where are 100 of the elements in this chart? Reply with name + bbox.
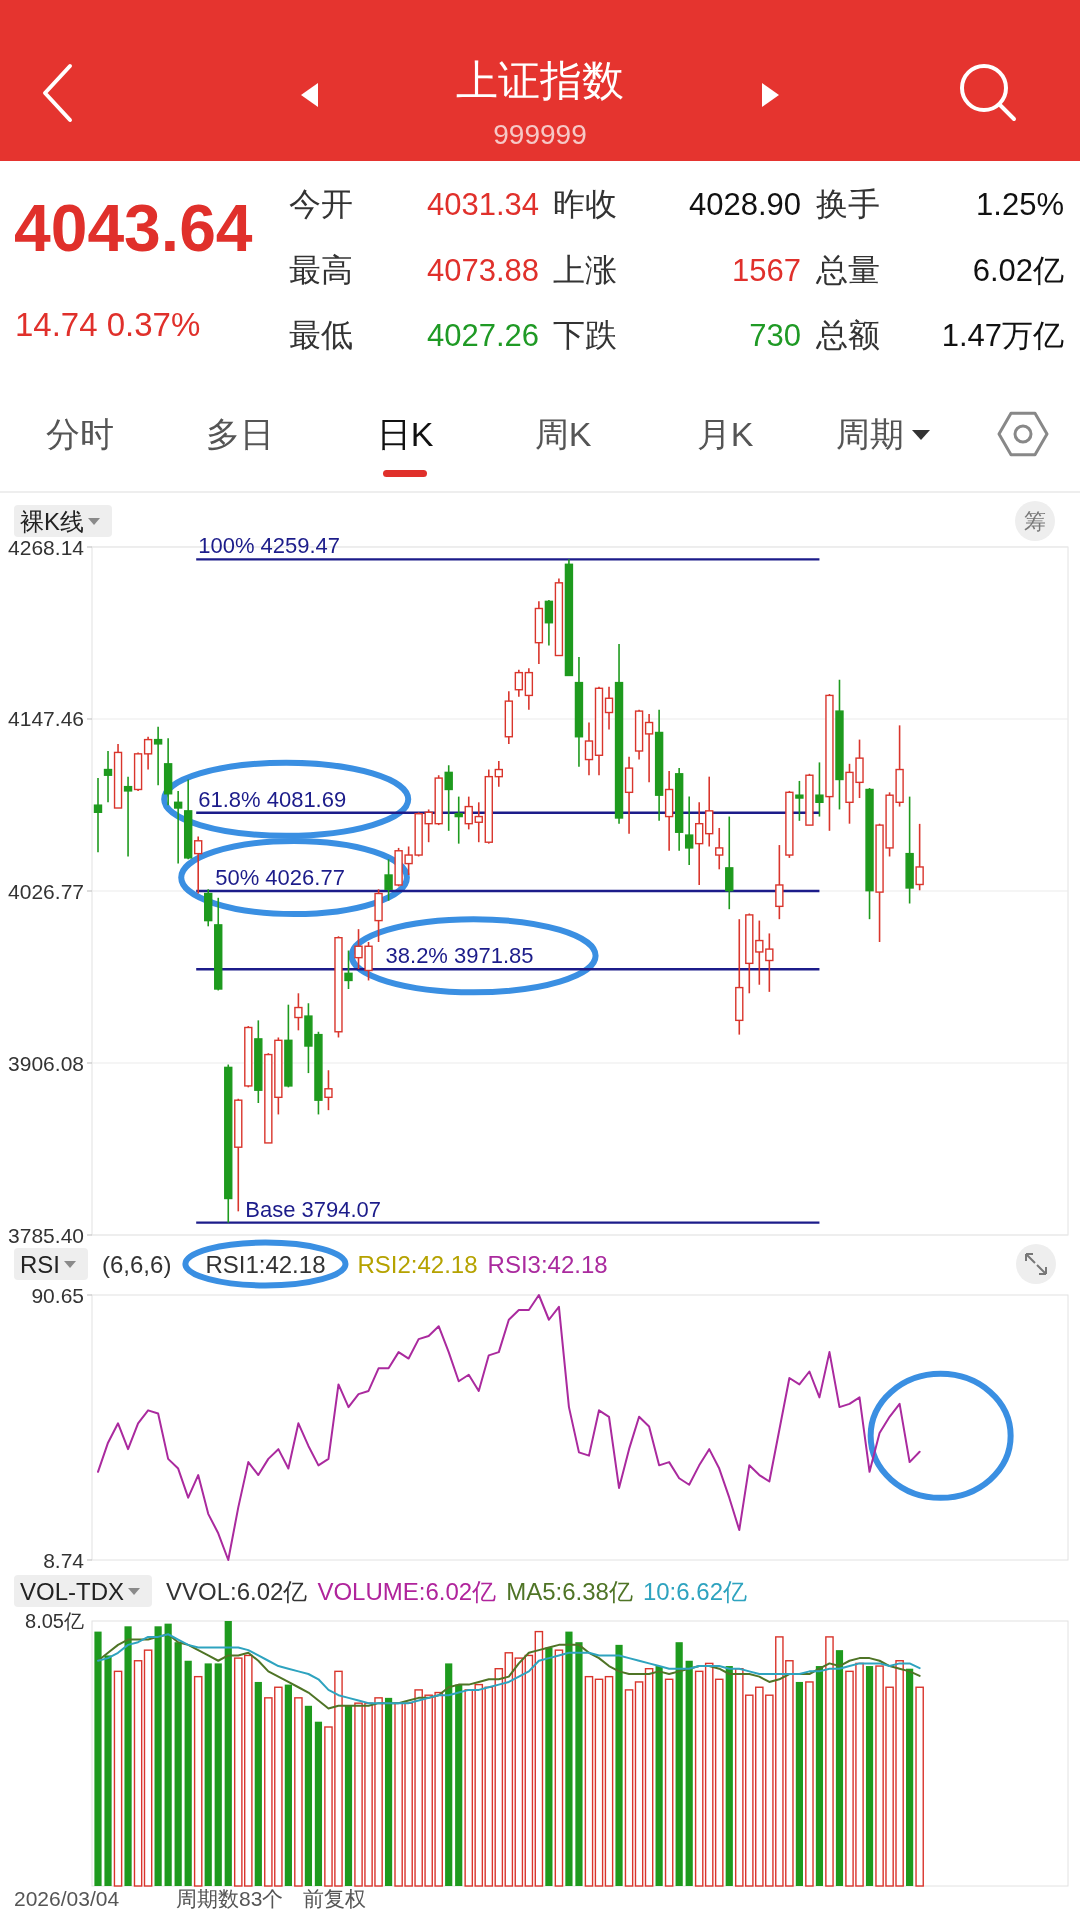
text: 多日 xyxy=(206,415,274,453)
bar xyxy=(204,1663,212,1886)
text: VVOL:6.02亿 xyxy=(166,1577,308,1605)
text: RSI1:42.18 xyxy=(205,1250,326,1278)
bar xyxy=(254,1681,262,1886)
bar xyxy=(565,1631,573,1886)
text: 上涨 xyxy=(553,252,617,288)
bar xyxy=(655,1666,663,1886)
text: 昨收 xyxy=(553,186,617,222)
bar xyxy=(584,1675,594,1887)
text: MA5:6.38亿 xyxy=(506,1577,633,1605)
text: 月K xyxy=(696,415,754,453)
y-tick-label: 90.65 xyxy=(31,1283,84,1307)
chart-title: 裸K线 xyxy=(20,507,85,535)
bar xyxy=(524,1654,534,1887)
bar xyxy=(294,1697,303,1887)
bar xyxy=(545,1647,553,1886)
bar xyxy=(445,1663,453,1886)
bar xyxy=(615,1644,623,1886)
bar xyxy=(164,1623,172,1886)
text: 最高 xyxy=(289,252,353,288)
ref-line-label: 50% 4026.77 xyxy=(215,865,345,890)
text: 14.74 0.37% xyxy=(15,305,201,343)
text: 4027.26 xyxy=(426,317,539,353)
bar xyxy=(604,1675,614,1887)
bar xyxy=(284,1684,292,1886)
text: 换手 xyxy=(816,186,880,222)
text: 1.47万亿 xyxy=(941,317,1064,353)
bar xyxy=(304,1705,313,1886)
text: 8.05亿 xyxy=(25,1610,84,1632)
bar xyxy=(694,1670,704,1887)
bar xyxy=(494,1668,504,1887)
bar xyxy=(805,1681,814,1887)
text: 今开 xyxy=(289,186,353,222)
bar xyxy=(104,1655,112,1886)
bar xyxy=(133,1660,143,1887)
text: 999999 xyxy=(493,118,587,150)
y-tick-label: 4268.14 xyxy=(8,535,85,559)
bar xyxy=(815,1666,824,1886)
text: 前复权 xyxy=(303,1886,366,1909)
chart-subtitle: (6,6,6) xyxy=(102,1250,172,1278)
chart-title: RSI xyxy=(20,1250,61,1278)
bar xyxy=(384,1697,393,1886)
bar xyxy=(634,1681,644,1887)
text: 730 xyxy=(749,317,801,353)
bar xyxy=(174,1642,182,1886)
text: 4028.90 xyxy=(688,186,801,222)
text: 总量 xyxy=(815,252,880,288)
bar xyxy=(624,1689,634,1887)
bar xyxy=(554,1649,564,1887)
ref-line-label: 61.8% 4081.69 xyxy=(198,786,347,812)
text: 周K xyxy=(534,415,592,453)
bar xyxy=(594,1678,604,1887)
bar xyxy=(675,1642,683,1886)
text: VOLUME:6.02亿 xyxy=(317,1577,497,1605)
bar xyxy=(224,1621,232,1886)
text: RSI2:42.18 xyxy=(357,1250,478,1278)
bar xyxy=(575,1642,583,1886)
text: 4043.64 xyxy=(14,191,253,265)
bar xyxy=(644,1668,654,1887)
bar xyxy=(795,1681,803,1886)
bar xyxy=(514,1657,524,1887)
text: 4031.34 xyxy=(426,186,539,222)
bar xyxy=(534,1630,544,1887)
bar xyxy=(455,1684,463,1886)
series-label: RSI3:42.18 xyxy=(487,1250,608,1278)
text: 周期 xyxy=(836,415,904,453)
bar xyxy=(154,1626,162,1886)
text: 1567 xyxy=(732,252,801,288)
text: 总额 xyxy=(815,317,880,353)
text: 分时 xyxy=(46,415,114,453)
text: 日K xyxy=(376,415,434,453)
bar xyxy=(214,1663,222,1886)
bar xyxy=(113,1670,123,1887)
bar xyxy=(344,1705,353,1886)
y-tick-label: 8.74 xyxy=(43,1548,85,1572)
text: 6.02亿 xyxy=(972,252,1064,288)
bar xyxy=(504,1652,514,1887)
bar xyxy=(184,1660,192,1886)
line-series xyxy=(97,1294,921,1561)
bar xyxy=(825,1636,834,1887)
chart-title: VOL-TDX xyxy=(20,1577,125,1605)
y-tick-label: 4026.77 xyxy=(8,879,84,903)
bar xyxy=(124,1626,132,1886)
ref-line-label: 38.2% 3971.85 xyxy=(385,943,534,969)
bar xyxy=(314,1721,323,1886)
y-tick-label: 3906.08 xyxy=(8,1051,84,1075)
bar xyxy=(94,1631,102,1886)
bar xyxy=(865,1666,874,1886)
bar xyxy=(143,1649,153,1887)
bar xyxy=(664,1678,674,1887)
text: 下跌 xyxy=(553,317,617,353)
text: 4073.88 xyxy=(426,252,539,288)
text: 1.25% xyxy=(976,186,1064,222)
y-tick-label: 4147.46 xyxy=(8,707,84,731)
text: 周期数83个 xyxy=(176,1886,284,1909)
bar xyxy=(193,1675,203,1887)
ref-line-label: 100% 4259.47 xyxy=(198,533,341,559)
bar xyxy=(725,1666,733,1886)
text: 上证指数 xyxy=(456,56,624,104)
